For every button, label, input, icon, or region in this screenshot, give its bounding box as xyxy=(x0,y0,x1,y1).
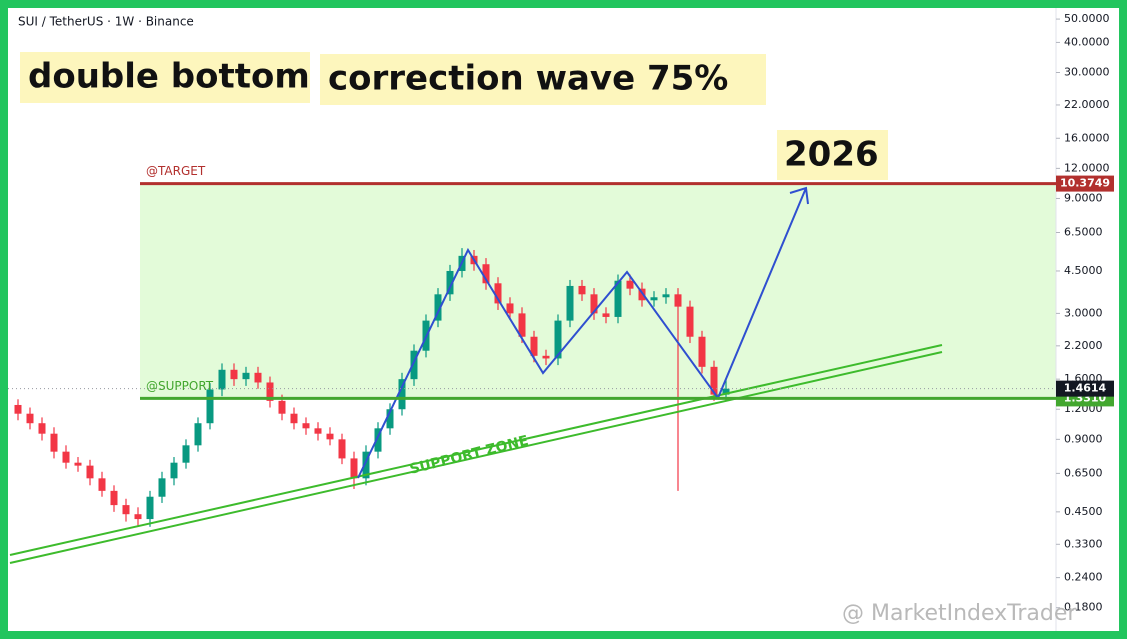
candle-body xyxy=(290,413,298,424)
candle-body xyxy=(578,285,586,295)
candle-body xyxy=(698,336,706,367)
channel-line xyxy=(9,344,943,556)
candle-body xyxy=(446,270,454,295)
candle-body xyxy=(710,366,718,395)
candle-body xyxy=(614,280,622,317)
annotation-box xyxy=(320,54,766,105)
price-tag xyxy=(1056,380,1114,397)
annotation: double bottom xyxy=(28,57,310,97)
candle-body xyxy=(506,303,514,314)
wave-path xyxy=(357,187,807,479)
candle-body xyxy=(674,294,682,307)
level-name: @SUPPORT xyxy=(146,379,214,393)
y-tick-label: 0.6500 xyxy=(1064,466,1103,479)
candle-body xyxy=(542,355,550,359)
y-tick-label: 0.9000 xyxy=(1064,432,1103,445)
annotation: 2026 xyxy=(784,135,879,175)
candle-body xyxy=(14,404,22,414)
zone-layer xyxy=(140,183,1056,399)
candle-body xyxy=(566,285,574,321)
candle-body xyxy=(626,280,634,289)
candle-body xyxy=(218,369,226,390)
y-tick-label: 0.1800 xyxy=(1064,601,1103,614)
price-tag-label: 10.3749 xyxy=(1060,177,1110,190)
candle-body xyxy=(182,445,190,463)
candle-body xyxy=(254,372,262,383)
candle-body xyxy=(278,400,286,414)
candle-body xyxy=(158,478,166,497)
candle-body xyxy=(590,294,598,314)
candle-body xyxy=(638,288,646,301)
y-tick-label: 0.4500 xyxy=(1064,505,1103,518)
candle-body xyxy=(434,294,442,321)
annotation-box xyxy=(777,130,888,180)
target-zone xyxy=(140,183,1056,399)
y-tick-label: 16.0000 xyxy=(1064,131,1110,144)
candle-body xyxy=(302,423,310,429)
candle-body xyxy=(230,369,238,380)
y-tick-label: 2.2000 xyxy=(1064,339,1103,352)
y-tick-label: 3.0000 xyxy=(1064,306,1103,319)
channel-line xyxy=(9,351,943,564)
y-tick-label: 0.2400 xyxy=(1064,571,1103,584)
candle-body xyxy=(398,379,406,410)
candle-body xyxy=(110,490,118,506)
candle-body xyxy=(194,423,202,446)
candle-body xyxy=(62,451,70,463)
candle-body xyxy=(98,478,106,491)
watermark: @ MarketIndexTrader xyxy=(842,601,1077,626)
candle-body xyxy=(326,433,334,440)
arrow-head xyxy=(789,186,809,205)
annotation: correction wave 75% xyxy=(328,59,728,99)
y-tick-label: 12.0000 xyxy=(1064,161,1110,174)
chart-title: SUI / TetherUS · 1W · Binance xyxy=(18,15,194,29)
candle-body xyxy=(494,283,502,304)
candle-body xyxy=(350,458,358,479)
candle-body xyxy=(86,465,94,479)
candle-body xyxy=(662,294,670,298)
candle-body xyxy=(146,496,154,520)
y-tick-label: 0.3300 xyxy=(1064,537,1103,550)
candle-body xyxy=(206,389,214,424)
candle-body xyxy=(374,428,382,452)
candle-body xyxy=(722,388,730,395)
y-tick-label: 22.0000 xyxy=(1064,98,1110,111)
candle-body xyxy=(38,423,46,434)
y-tick-label: 4.5000 xyxy=(1064,264,1103,277)
candle-body xyxy=(554,320,562,359)
candle-body xyxy=(362,451,370,479)
candle-body xyxy=(482,264,490,284)
candle-body xyxy=(650,297,658,301)
candle-body xyxy=(134,514,142,520)
candle-body xyxy=(50,433,58,452)
candle-body xyxy=(122,505,130,515)
candle-body xyxy=(314,428,322,434)
price-tag-label: 1.4614 xyxy=(1064,382,1107,395)
candle-body xyxy=(74,462,82,466)
candle-layer xyxy=(14,248,730,527)
y-tick-label: 6.5000 xyxy=(1064,226,1103,239)
candle-body xyxy=(518,313,526,337)
candle-body xyxy=(410,350,418,380)
level-name: @TARGET xyxy=(146,164,206,178)
candle-body xyxy=(530,336,538,356)
candle-body xyxy=(386,409,394,429)
annotation-box xyxy=(20,52,310,103)
candle-body xyxy=(266,382,274,401)
price-tag xyxy=(1056,175,1114,192)
candle-body xyxy=(170,462,178,479)
y-tick-label: 40.0000 xyxy=(1064,35,1110,48)
y-tick-label: 50.0000 xyxy=(1064,12,1110,25)
y-tick-label: 9.0000 xyxy=(1064,191,1103,204)
candle-body xyxy=(26,413,34,424)
y-tick-label: 30.0000 xyxy=(1064,66,1110,79)
candle-body xyxy=(338,439,346,459)
candle-body xyxy=(242,372,250,380)
candle-body xyxy=(602,313,610,317)
candle-body xyxy=(686,306,694,337)
